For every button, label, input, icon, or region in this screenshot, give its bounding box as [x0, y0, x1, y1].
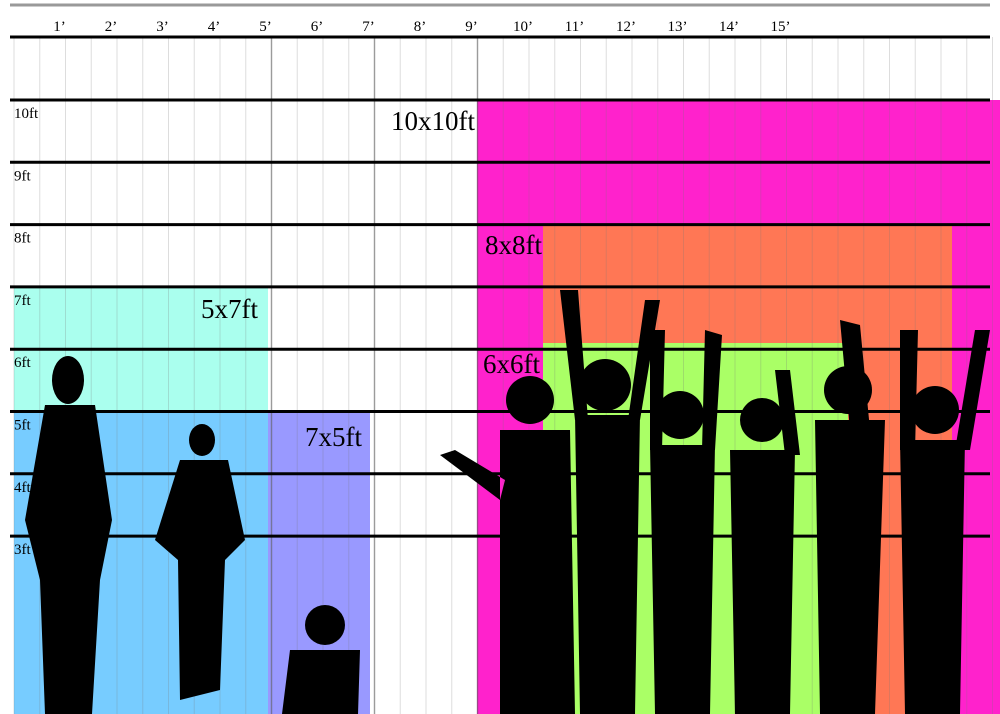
column-label: 1’: [53, 19, 66, 35]
row-label: 7ft: [14, 293, 31, 309]
column-label: 6’: [311, 19, 324, 35]
row-label: 5ft: [14, 418, 31, 434]
silhouette: [911, 386, 959, 434]
row-label: 10ft: [14, 106, 39, 122]
row-label: 3ft: [14, 542, 31, 558]
row-label: 4ft: [14, 480, 31, 496]
silhouette: [900, 330, 990, 714]
column-label: 11’: [565, 19, 584, 35]
column-label: 9’: [465, 19, 478, 35]
silhouette: [440, 430, 575, 714]
silhouette: [656, 391, 704, 439]
labels: 10x10ft 8x8ft 6x6ft 5x7ft 7x5ft 1’ 2’ 3’ 4’…: [14, 19, 791, 558]
column-label: 3’: [156, 19, 169, 35]
silhouette: [189, 424, 215, 456]
silhouette: [305, 605, 345, 645]
row-label: 6ft: [14, 355, 31, 371]
silhouette: [740, 398, 784, 442]
column-label: 12’: [616, 19, 636, 35]
silhouette: [579, 359, 631, 411]
column-label: 2’: [105, 19, 118, 35]
silhouette: [155, 460, 245, 700]
column-label: 10’: [513, 19, 533, 35]
box-label: 10x10ft: [391, 106, 475, 136]
column-label: 13’: [668, 19, 688, 35]
silhouette: [25, 405, 112, 714]
box-label: 6x6ft: [483, 349, 540, 379]
row-label: 9ft: [14, 168, 31, 184]
silhouette: [815, 320, 885, 714]
column-label: 8’: [414, 19, 427, 35]
column-label: 7’: [362, 19, 375, 35]
silhouettes: [25, 290, 990, 714]
column-label: 15’: [771, 19, 791, 35]
silhouette: [650, 330, 722, 714]
silhouette: [282, 650, 360, 714]
silhouette: [506, 376, 554, 424]
box-label: 7x5ft: [305, 422, 362, 452]
silhouette: [52, 356, 84, 404]
row-label: 8ft: [14, 231, 31, 247]
silhouette: [730, 370, 800, 714]
column-label: 4’: [208, 19, 221, 35]
box-label: 8x8ft: [485, 230, 542, 260]
silhouette: [560, 290, 660, 714]
column-label: 5’: [259, 19, 272, 35]
column-label: 14’: [719, 19, 739, 35]
box-label: 5x7ft: [201, 294, 258, 324]
